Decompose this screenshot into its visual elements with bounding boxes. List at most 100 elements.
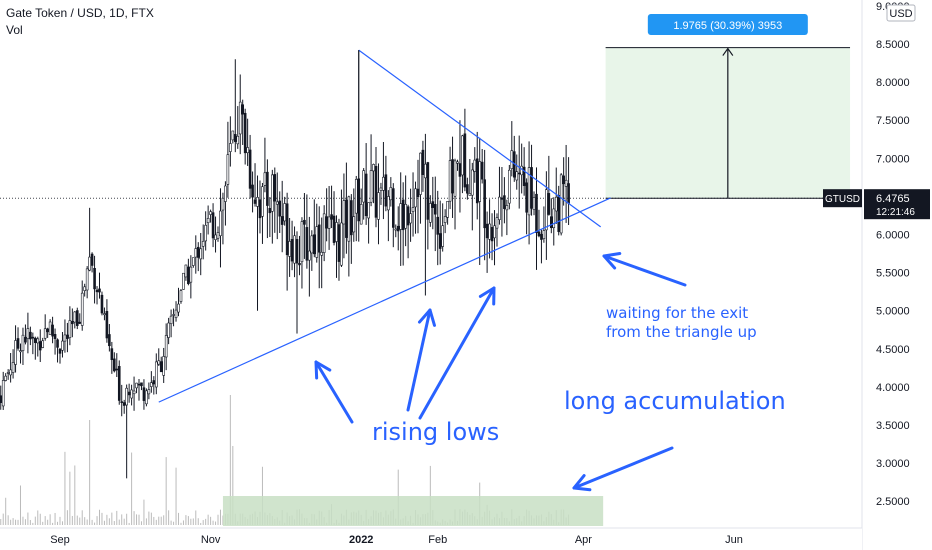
candle-body [167, 322, 170, 338]
volume-bar [155, 519, 157, 525]
candle-body [342, 200, 346, 225]
arrow-low-2 [406, 308, 432, 412]
candle-body [547, 193, 551, 215]
candle-body [312, 234, 316, 255]
volume-bar [200, 522, 202, 525]
arrow-low-2-head [417, 308, 436, 327]
candle-body [80, 292, 84, 326]
candle-body [93, 268, 96, 290]
candle-body [520, 165, 523, 176]
y-tick-label: 7.0000 [876, 153, 910, 165]
candle-body [522, 166, 526, 186]
price-axis-bg[interactable] [862, 0, 932, 550]
volume-bar [150, 512, 152, 525]
candle-body [263, 172, 267, 186]
volume-bar [111, 512, 113, 525]
candle-body [554, 196, 558, 212]
candle-body [150, 382, 153, 387]
y-tick-label: 5.0000 [876, 306, 910, 318]
arrow-accumulation [572, 446, 674, 490]
candle-body [424, 163, 427, 179]
candle-body [441, 225, 444, 247]
candle-body [115, 368, 119, 371]
currency-badge[interactable] [886, 4, 916, 22]
candle-body [34, 337, 37, 344]
projection-badge-text: 1.9765 (30.39%) 3953 [673, 20, 782, 32]
candle-body [404, 204, 407, 229]
candle-body [475, 158, 479, 204]
volume-bar [190, 518, 192, 525]
volume-bar [178, 512, 180, 525]
candle-body [117, 366, 121, 401]
volume-bar [17, 519, 19, 525]
candle-body [530, 167, 533, 209]
candle-body [436, 216, 440, 235]
candle-body [542, 230, 546, 239]
volume-bar [5, 497, 7, 525]
candle-body [268, 207, 272, 214]
volume-bar [175, 467, 177, 525]
volume-bar [57, 521, 59, 525]
time-axis-bg[interactable] [0, 528, 862, 550]
candle-body [275, 201, 279, 205]
candle-body [108, 334, 111, 347]
volume-bar [79, 517, 81, 525]
candle-body [303, 219, 306, 225]
note-waiting-line1: waiting for the exit [606, 304, 748, 322]
volume-bar [94, 522, 96, 525]
candle-body [68, 320, 72, 338]
candle-body [187, 266, 190, 285]
volume-bar [133, 511, 135, 525]
volume-bar [89, 420, 91, 525]
candle-body [56, 339, 59, 348]
candle-body [453, 160, 457, 197]
volume-bar [81, 510, 83, 525]
volume-bar [261, 466, 263, 525]
projection-badge [647, 14, 808, 35]
candle-body [122, 402, 126, 406]
volume-bar [126, 513, 128, 525]
candle-body [327, 216, 331, 229]
candle-body [229, 143, 232, 152]
candle-body [446, 201, 449, 218]
volume-bar [195, 510, 197, 525]
volume-bar [180, 522, 182, 525]
candle-body [406, 206, 410, 226]
candle-body [233, 134, 237, 142]
note-rising-lows: rising lows [372, 418, 499, 446]
volume-bar [71, 515, 73, 525]
candle-body [283, 203, 286, 222]
volume-bar [76, 515, 78, 525]
candle-body [71, 321, 74, 325]
candle-body [456, 161, 459, 164]
x-tick-label: Sep [50, 534, 70, 546]
candle-body [261, 186, 264, 217]
volume-bar [22, 516, 24, 525]
volume-bar [197, 518, 199, 525]
candle-body [562, 175, 565, 185]
candle-body [105, 311, 109, 339]
y-tick-label: 3.5000 [876, 420, 910, 432]
candle-body [340, 222, 343, 266]
candle-body [0, 395, 3, 404]
candle-body [182, 272, 185, 290]
candle-body [43, 328, 47, 339]
candle-body [557, 195, 561, 232]
candle-body [231, 130, 235, 141]
volume-bar [106, 514, 108, 525]
candle-body [421, 149, 425, 175]
volume-bar [219, 509, 221, 525]
candle-body [125, 387, 128, 406]
upper-trendline[interactable] [358, 49, 602, 228]
candle-body [545, 189, 548, 231]
lower-trendline[interactable] [158, 197, 611, 403]
candle-body [387, 196, 390, 211]
x-tick-label: Nov [201, 534, 221, 546]
volume-bar [64, 451, 66, 525]
candle-body [552, 208, 556, 229]
x-tick-label: 2022 [349, 534, 373, 546]
candle-body [258, 199, 262, 219]
candle-body [443, 216, 447, 223]
